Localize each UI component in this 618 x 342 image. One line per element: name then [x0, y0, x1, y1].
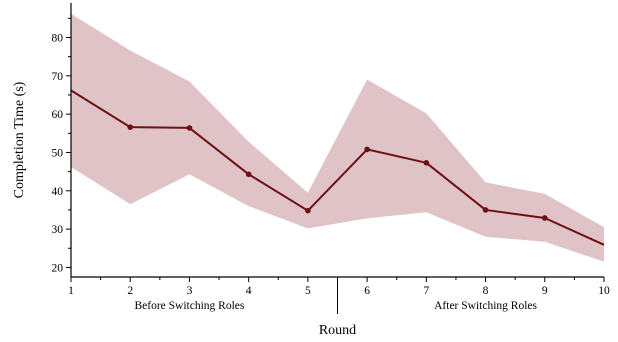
x-tick-label: 8 [483, 285, 489, 297]
data-point [482, 207, 489, 213]
confidence-band [71, 13, 604, 262]
data-point [541, 215, 548, 221]
x-tick-label: 1 [68, 285, 74, 297]
ticks-layer: 20 30 40 50 60 70 80 1 2 3 4 5 6 7 8 9 10 [52, 17, 610, 314]
x-tick-label: 9 [542, 285, 548, 297]
y-tick-label: 20 [52, 262, 64, 274]
x-tick-label: 5 [305, 285, 311, 297]
x-tick-label: 3 [187, 285, 193, 297]
series-line [70, 89, 605, 246]
data-point [127, 124, 134, 130]
y-tick-label: 40 [52, 186, 64, 198]
section-label-before: Before Switching Roles [135, 300, 245, 312]
section-label-after: After Switching Roles [434, 300, 537, 312]
confidence-band-layer [71, 13, 604, 262]
y-tick-label: 60 [52, 109, 64, 121]
data-point [423, 160, 430, 166]
data-point [245, 171, 252, 178]
y-tick-label: 50 [52, 147, 64, 159]
x-tick-label: 4 [246, 285, 252, 297]
data-point [186, 125, 193, 131]
x-tick-label: 2 [127, 285, 133, 297]
y-axis-label: Completion Time (s) [12, 81, 27, 198]
y-tick-label: 80 [52, 32, 64, 44]
x-tick-label: 7 [423, 285, 429, 297]
data-point [364, 146, 370, 153]
data-point [305, 207, 311, 214]
x-tick-label: 10 [598, 285, 610, 297]
x-tick-label: 6 [364, 285, 370, 297]
y-tick-label: 30 [52, 224, 64, 236]
series-layer [70, 89, 605, 246]
y-tick-label: 70 [52, 71, 64, 83]
x-axis-label: Round [319, 323, 356, 338]
